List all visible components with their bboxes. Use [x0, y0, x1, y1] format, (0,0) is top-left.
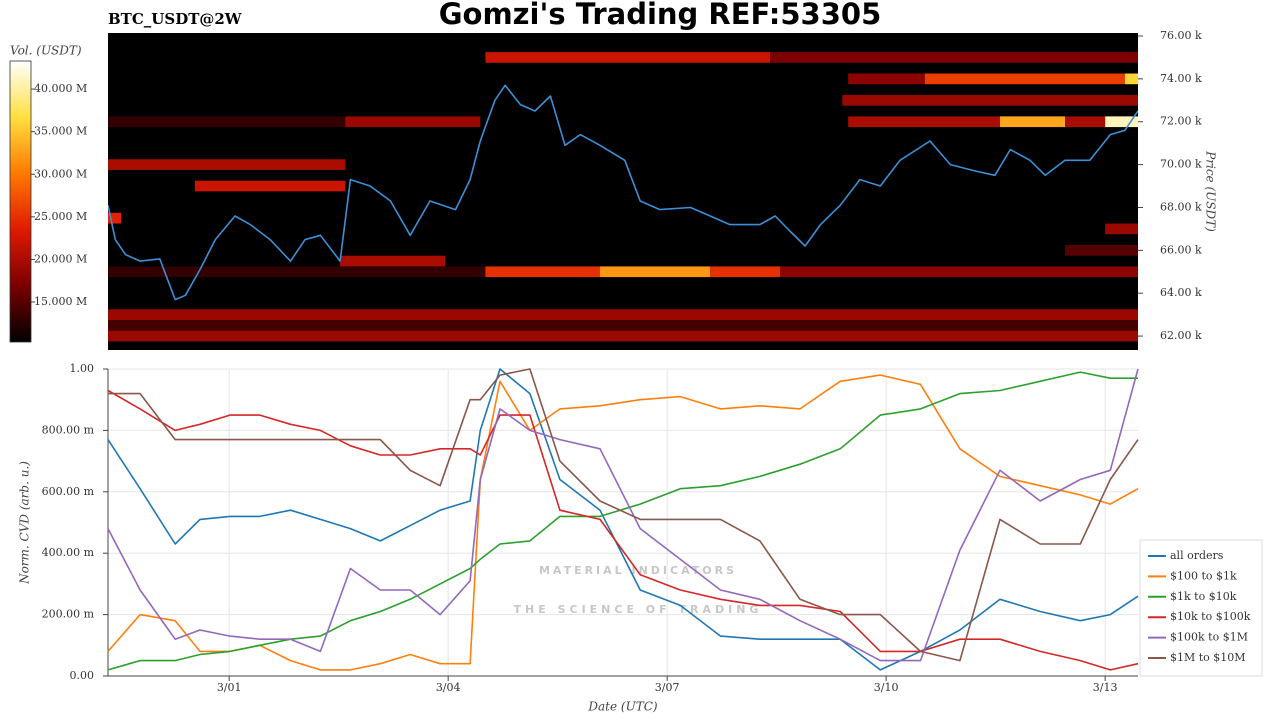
heatmap-cell	[924, 73, 1125, 85]
price-line	[108, 84, 1138, 301]
heatmap-cell	[780, 266, 1138, 278]
colorbar-label: Vol. (USDT)	[10, 44, 82, 58]
series-line	[107, 371, 1138, 671]
series-line	[107, 374, 1139, 671]
heatmap-cell	[108, 212, 122, 224]
legend-label: $1M to $10M	[1170, 651, 1246, 664]
y-axis-label: Norm. CVD (arb. u.)	[18, 461, 32, 585]
heatmap-cell	[1124, 73, 1138, 85]
x-tick-label: 3/01	[217, 681, 242, 694]
y-tick-label: 800.00 m	[42, 423, 95, 436]
heatmap-cell	[194, 180, 346, 192]
heatmap-cell	[108, 266, 486, 278]
heatmap-cell	[848, 116, 1001, 128]
heatmap-cell	[1065, 116, 1106, 128]
y-tick-label: 74.00 k	[1160, 72, 1202, 85]
chart-subtitle: BTC_USDT@2W	[108, 10, 243, 28]
y-tick-label: 1.00	[70, 362, 95, 375]
heatmap-cell	[770, 52, 1138, 63]
colorbar-tick-label: 35.000 M	[34, 125, 87, 138]
heatmap	[108, 52, 1138, 342]
heatmap-cell	[1105, 116, 1138, 128]
heatmap-cell	[1105, 223, 1138, 235]
y-tick-label: 62.00 k	[1160, 329, 1202, 342]
legend-label: all orders	[1170, 549, 1224, 562]
colorbar-tick-label: 25.000 M	[34, 210, 87, 223]
y-axis-label: Price (USDT)	[1204, 150, 1218, 232]
plot-background	[108, 369, 1138, 676]
chart-title: Gomzi's Trading REF:53305	[439, 0, 882, 31]
colorbar	[9, 60, 32, 343]
colorbar-tick-label: 40.000 M	[34, 82, 87, 95]
watermark: THE SCIENCE OF TRADING	[514, 603, 763, 616]
series-line	[107, 368, 1139, 671]
heatmap-cell	[485, 52, 771, 63]
x-tick-label: 3/04	[436, 681, 461, 694]
y-tick-label: 400.00 m	[42, 546, 95, 559]
colorbar-tick-label: 30.000 M	[34, 167, 87, 180]
heatmap-cell	[1000, 116, 1066, 128]
legend-label: $1k to $10k	[1170, 590, 1237, 603]
series-line	[107, 368, 1139, 662]
x-tick-label: 3/10	[874, 681, 899, 694]
heatmap-cell	[600, 266, 711, 278]
heatmap-cell	[485, 266, 601, 278]
heatmap-cell	[108, 159, 346, 170]
x-tick-label: 3/13	[1093, 681, 1118, 694]
heatmap-cell	[345, 116, 481, 128]
legend-label: $100k to $1M	[1170, 631, 1248, 644]
y-tick-label: 72.00 k	[1160, 115, 1202, 128]
y-tick-label: 0.00	[70, 669, 95, 682]
y-tick-label: 70.00 k	[1160, 158, 1202, 171]
y-tick-label: 64.00 k	[1160, 286, 1202, 299]
y-tick-label: 200.00 m	[42, 608, 95, 621]
heatmap-cell	[108, 116, 346, 128]
series-line	[108, 368, 1139, 662]
heatmap-cell	[842, 94, 1138, 106]
y-tick-label: 68.00 k	[1160, 200, 1202, 213]
x-tick-label: 3/07	[655, 681, 680, 694]
legend-label: $10k to $100k	[1170, 610, 1251, 623]
plot-background	[108, 33, 1138, 350]
colorbar-tick-label: 15.000 M	[34, 295, 87, 308]
heatmap-cell	[1065, 244, 1138, 256]
heatmap-cell	[108, 309, 1138, 320]
y-tick-label: 66.00 k	[1160, 243, 1202, 256]
heatmap-cell	[108, 319, 1138, 331]
colorbar-tick-label: 20.000 M	[34, 252, 87, 265]
heatmap-cell	[340, 255, 446, 267]
series-line	[107, 389, 1139, 671]
x-axis-label: Date (UTC)	[587, 700, 657, 714]
legend-label: $100 to $1k	[1170, 569, 1237, 582]
y-tick-label: 600.00 m	[42, 485, 95, 498]
heatmap-cell	[710, 266, 781, 278]
heatmap-cell	[108, 330, 1138, 342]
y-tick-label: 76.00 k	[1160, 29, 1202, 42]
legend	[1139, 539, 1263, 677]
heatmap-cell	[848, 73, 925, 85]
